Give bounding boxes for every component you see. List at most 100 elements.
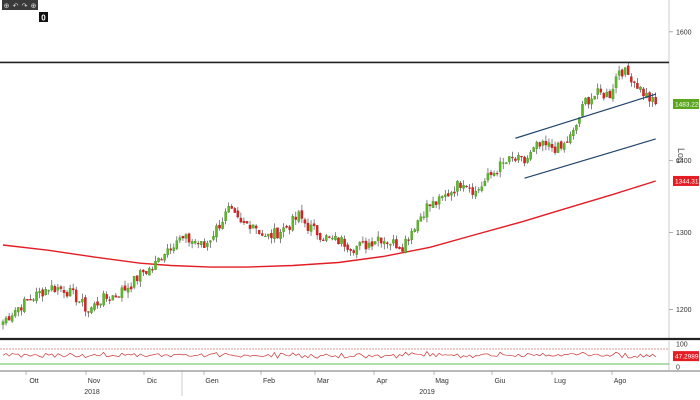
last-price-tag: 1483.2200 (673, 98, 700, 109)
candle (20, 304, 23, 316)
candle (291, 214, 294, 232)
candle (23, 296, 26, 314)
candle (224, 208, 227, 225)
counter-badge[interactable]: 0 (39, 12, 48, 23)
candle (489, 169, 493, 179)
candle (236, 207, 240, 219)
candle (456, 180, 459, 196)
candle (389, 243, 392, 251)
candle (340, 235, 343, 247)
candle (398, 246, 401, 250)
candle (480, 181, 484, 193)
candle (142, 269, 145, 276)
candle (233, 207, 237, 213)
candle (474, 186, 477, 200)
candle (7, 313, 11, 321)
candle (623, 67, 627, 78)
candle (386, 241, 389, 249)
candle (407, 237, 410, 246)
channel-upper-line (515, 93, 656, 139)
candle (532, 146, 535, 152)
candle (523, 155, 526, 167)
rsi-tick-label: 100 (676, 342, 688, 349)
candle (196, 240, 200, 249)
candle (193, 238, 197, 245)
candle (248, 220, 252, 234)
x-tick-label: Ago (614, 378, 627, 385)
candle (447, 189, 450, 197)
candle (254, 224, 258, 235)
candle (373, 241, 377, 245)
svg-text:1483.2200: 1483.2200 (675, 101, 700, 108)
rsi-tick-label: 0 (676, 365, 680, 372)
x-tick-label: Dic (147, 378, 158, 385)
candle (437, 194, 441, 210)
x-tick-label: Ott (29, 378, 38, 385)
candle (151, 266, 154, 273)
candles-layer (1, 62, 657, 330)
candle (29, 294, 32, 301)
candle (431, 196, 435, 208)
candle (355, 245, 359, 259)
candle (65, 290, 69, 299)
candle (349, 248, 352, 256)
candle (26, 299, 29, 301)
x-year-label: 2019 (419, 389, 435, 396)
candle (294, 211, 298, 226)
candle (318, 232, 322, 243)
candle (611, 84, 615, 102)
candle (465, 185, 468, 188)
candle (544, 135, 548, 151)
candle (175, 236, 179, 251)
candle (135, 275, 139, 285)
candle (358, 241, 362, 251)
candle (462, 180, 465, 192)
candle (90, 306, 93, 315)
candle (53, 284, 57, 293)
candle (617, 65, 621, 81)
candle (450, 190, 453, 201)
candle (511, 151, 514, 162)
candle (608, 89, 612, 99)
candle (221, 217, 224, 230)
candle (376, 231, 380, 247)
candle (160, 257, 163, 261)
candle (425, 199, 429, 223)
redo-icon[interactable]: ↷ (20, 0, 29, 10)
candle (288, 225, 291, 235)
candle (10, 312, 14, 323)
candle (99, 303, 102, 308)
zoom-icon[interactable]: ⊕ (29, 0, 38, 10)
candle (44, 286, 47, 296)
candle (413, 227, 416, 233)
candle (157, 257, 160, 263)
x-tick-label: Mag (435, 378, 449, 385)
candle (630, 73, 633, 87)
candle (129, 282, 133, 293)
candle (422, 211, 426, 220)
x-tick-label: Apr (377, 378, 389, 385)
candle (303, 217, 307, 228)
candle (1, 319, 5, 330)
candle (331, 235, 334, 241)
candle (639, 86, 642, 93)
candle (443, 189, 447, 202)
candle (84, 294, 87, 317)
crosshair-icon[interactable]: ⊕ (2, 0, 11, 10)
svg-text:1344.3130: 1344.3130 (675, 178, 700, 185)
candle (111, 295, 115, 301)
candle (428, 203, 432, 212)
candle (504, 162, 508, 165)
candle (108, 296, 112, 305)
candle (203, 238, 206, 248)
candle (120, 285, 124, 302)
x-tick-label: Feb (263, 378, 275, 385)
candle (148, 266, 151, 276)
candle (270, 229, 273, 244)
candle (184, 233, 188, 243)
candle (227, 202, 230, 213)
candle (267, 233, 270, 240)
toolbar: ⊕ ↶ ↷ ⊕0 (2, 0, 48, 23)
undo-icon[interactable]: ↶ (11, 0, 20, 10)
